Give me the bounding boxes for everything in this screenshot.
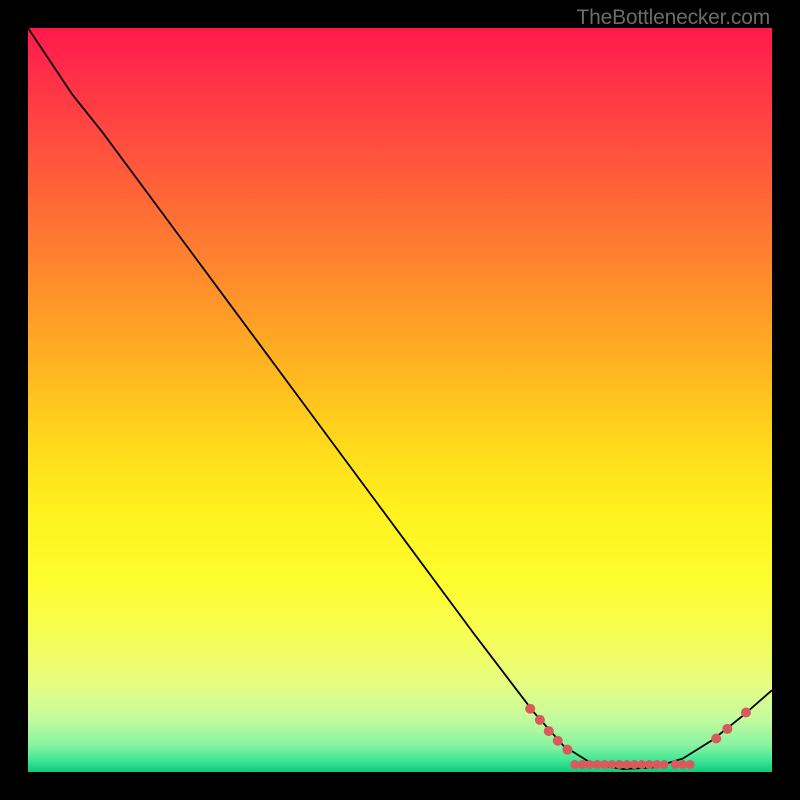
marker-dot xyxy=(660,760,669,769)
marker-dot xyxy=(741,707,751,717)
marker-dot xyxy=(562,745,572,755)
marker-dot xyxy=(686,760,695,769)
marker-dot xyxy=(525,704,535,714)
marker-dot xyxy=(553,736,563,746)
watermark-text: TheBottlenecker.com xyxy=(577,6,770,30)
plot-area xyxy=(28,28,772,772)
marker-dot xyxy=(722,724,732,734)
chart-background xyxy=(28,28,772,772)
marker-dot xyxy=(544,726,554,736)
figure-container: TheBottlenecker.com xyxy=(0,0,800,800)
marker-dot xyxy=(535,715,545,725)
marker-dot xyxy=(711,734,721,744)
